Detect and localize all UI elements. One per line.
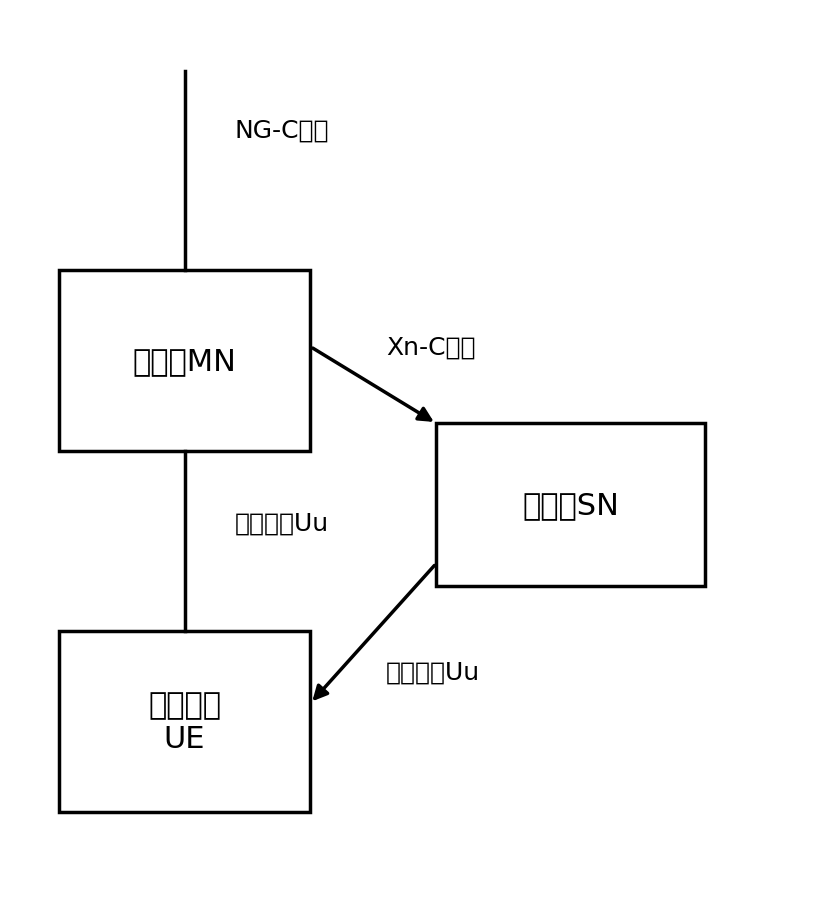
Text: 主节点MN: 主节点MN	[133, 346, 237, 375]
Bar	[436, 424, 705, 586]
Text: 辅节点SN: 辅节点SN	[522, 491, 619, 520]
Bar	[59, 631, 310, 812]
Text: 用户终端
UE: 用户终端 UE	[148, 690, 221, 753]
Text: NG-C接口: NG-C接口	[235, 119, 330, 143]
Text: 空中接口Uu: 空中接口Uu	[235, 511, 329, 535]
Text: Xn-C接口: Xn-C接口	[386, 336, 476, 359]
Text: 空中接口Uu: 空中接口Uu	[386, 660, 480, 684]
Bar	[59, 271, 310, 451]
